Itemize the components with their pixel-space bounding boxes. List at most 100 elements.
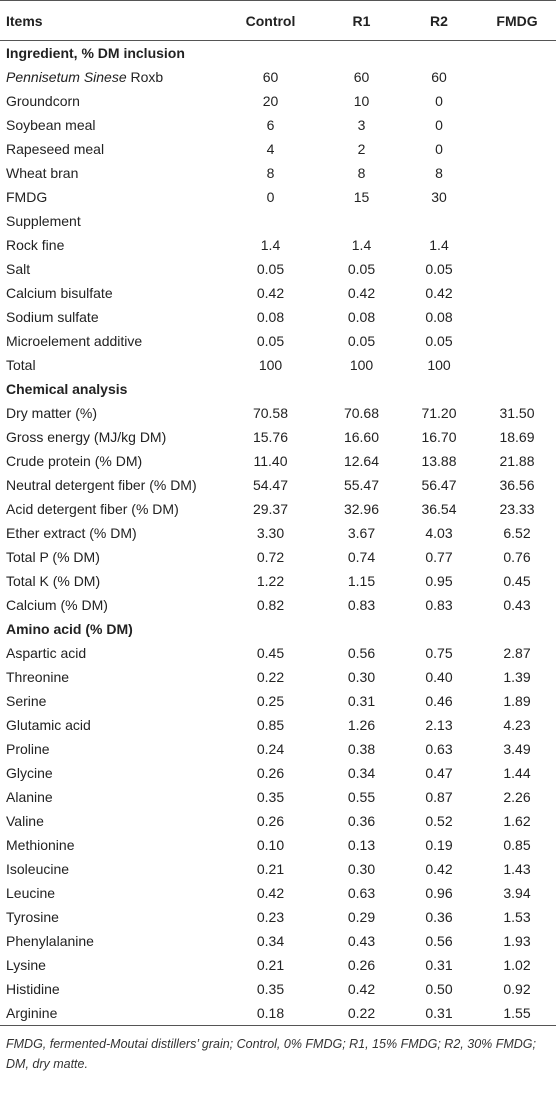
species-name: Pennisetum Sinese	[6, 69, 127, 85]
cell-value: 1.43	[503, 861, 531, 877]
cell-value: 2.13	[425, 717, 453, 733]
row-label: Leucine	[6, 885, 56, 901]
row-label: Proline	[6, 741, 50, 757]
cell-value: 3.94	[503, 885, 531, 901]
table-body: Ingredient, % DM inclusion Pennisetum Sin…	[0, 41, 556, 1026]
cell-value: 1.4	[351, 237, 372, 253]
table-row: Total 100 100 100	[0, 353, 556, 377]
row-label: Acid detergent fiber (% DM)	[6, 501, 179, 517]
cell-value: 0.63	[347, 885, 376, 901]
cell-value: 15	[353, 189, 370, 205]
row-label: Groundcorn	[6, 93, 80, 109]
table-row: Salt 0.05 0.05 0.05	[0, 257, 556, 281]
cell-value: 3.49	[503, 741, 531, 757]
cell-value: 0.40	[425, 669, 453, 685]
row-label: Neutral detergent fiber (% DM)	[6, 477, 197, 493]
cell-value: 0.05	[347, 333, 376, 349]
cell-value: 71.20	[421, 405, 457, 421]
row-label: Total P (% DM)	[6, 549, 100, 565]
section-row: Amino acid (% DM)	[0, 617, 556, 641]
cell-value: 0.74	[347, 549, 376, 565]
cell-value: 0.05	[256, 261, 285, 277]
cell-value: 0.77	[425, 549, 453, 565]
cell-value: 0.29	[347, 909, 376, 925]
row-label: Total	[6, 357, 36, 373]
table-row: Aspartic acid 0.45 0.56 0.75 2.87	[0, 641, 556, 665]
cell-value: 0.45	[256, 645, 285, 661]
cell-value: 0.08	[256, 309, 285, 325]
cell-value: 0.05	[425, 333, 453, 349]
cell-value: 0.08	[347, 309, 376, 325]
table-row: Rapeseed meal 4 2 0	[0, 137, 556, 161]
cell-value	[478, 329, 556, 353]
cell-value	[478, 257, 556, 281]
cell-value	[478, 617, 556, 641]
cell-value: 55.47	[343, 477, 380, 493]
cell-value: 0.43	[503, 597, 531, 613]
cell-value: 0.85	[256, 717, 285, 733]
cell-value: 70.58	[252, 405, 289, 421]
cell-value: 0.08	[425, 309, 453, 325]
cell-value: 0.18	[218, 1001, 323, 1026]
cell-value: 0	[435, 141, 443, 157]
cell-value: 0.21	[256, 957, 285, 973]
cell-value: 0.96	[425, 885, 453, 901]
cell-value	[478, 113, 556, 137]
cell-value: 0.75	[425, 645, 453, 661]
header-r1: R1	[323, 0, 400, 41]
cell-value: 6	[266, 117, 275, 133]
cell-value: 0.56	[347, 645, 376, 661]
cell-value: 0.35	[256, 981, 285, 997]
row-label: Threonine	[6, 669, 70, 685]
section-title: Chemical analysis	[6, 381, 128, 397]
cell-value	[478, 41, 556, 66]
cell-value: 2	[357, 141, 366, 157]
header-items: Items	[0, 0, 218, 41]
cell-value: 0.26	[347, 957, 376, 973]
cell-value: 1.26	[347, 717, 376, 733]
row-label: Wheat bran	[6, 165, 79, 181]
cell-value: 1.89	[503, 693, 531, 709]
cell-value: 0.22	[323, 1001, 400, 1026]
cell-value: 0.05	[256, 333, 285, 349]
table-row: Calcium (% DM) 0.82 0.83 0.83 0.43	[0, 593, 556, 617]
row-label: Supplement	[6, 213, 81, 229]
table-row: Soybean meal 6 3 0	[0, 113, 556, 137]
cell-value	[218, 377, 323, 401]
section-row: Chemical analysis	[0, 377, 556, 401]
row-label: Serine	[6, 693, 47, 709]
cell-value: 23.33	[499, 501, 535, 517]
cell-value: 0.55	[347, 789, 376, 805]
cell-value	[478, 377, 556, 401]
cell-value: 0.05	[425, 261, 453, 277]
cell-value: 0.47	[425, 765, 453, 781]
cell-value: 0.25	[256, 693, 285, 709]
cell-value: 0	[435, 117, 443, 133]
cell-value	[400, 377, 478, 401]
cell-value	[478, 233, 556, 257]
header-r2: R2	[400, 0, 478, 41]
cell-value	[218, 617, 323, 641]
table-row: Glycine 0.26 0.34 0.47 1.44	[0, 761, 556, 785]
row-label: Phenylalanine	[6, 933, 94, 949]
section-title: Amino acid (% DM)	[6, 621, 133, 637]
table-row: Supplement	[0, 209, 556, 233]
cell-value: 1.93	[503, 933, 531, 949]
cell-value: 3	[357, 117, 366, 133]
cell-value: 0.05	[347, 261, 376, 277]
cell-value	[218, 41, 323, 66]
cell-value: 1.15	[347, 573, 376, 589]
cell-value: 8	[435, 165, 443, 181]
row-label: Glycine	[6, 765, 53, 781]
table-row: Total K (% DM) 1.22 1.15 0.95 0.45	[0, 569, 556, 593]
cell-value: 0.85	[503, 837, 531, 853]
table-row: Serine 0.25 0.31 0.46 1.89	[0, 689, 556, 713]
row-label: Gross energy (MJ/kg DM)	[6, 429, 167, 445]
cell-value: 20	[262, 93, 279, 109]
cell-value	[218, 209, 323, 233]
cell-value	[323, 209, 400, 233]
cell-value: 0.21	[256, 861, 285, 877]
cell-value: 16.70	[421, 429, 457, 445]
cell-value: 0.42	[425, 861, 453, 877]
cell-value: 100	[427, 357, 451, 373]
